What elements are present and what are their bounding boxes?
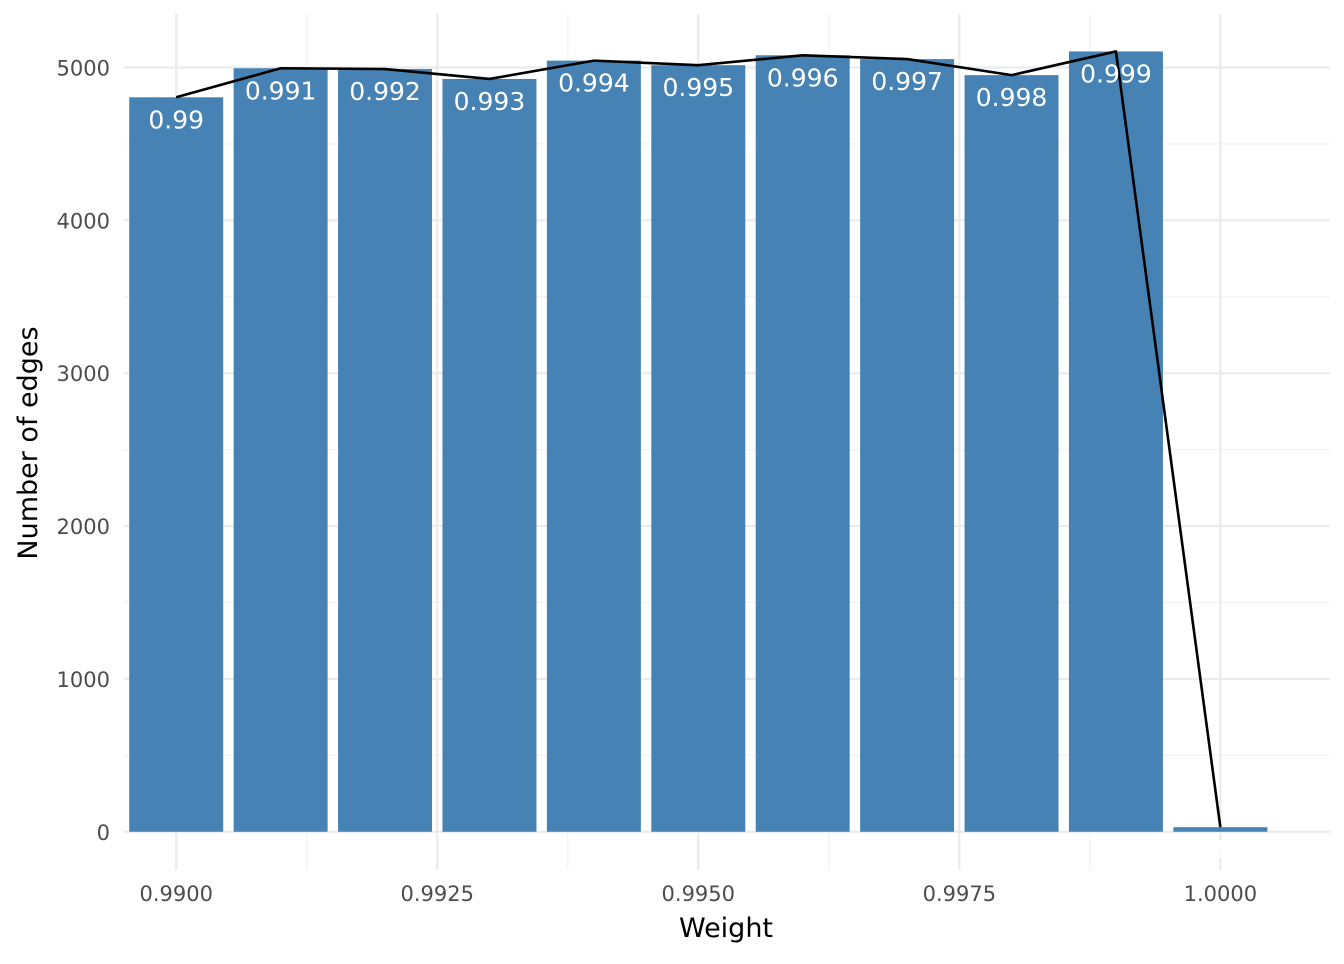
x-tick-label: 0.9975 xyxy=(923,882,996,906)
bar-label: 0.998 xyxy=(976,83,1048,112)
bar xyxy=(129,97,224,832)
bar xyxy=(755,55,850,832)
bar xyxy=(546,60,641,832)
tick-labels: 0.9900 0.9925 0.9950 0.9975 1.0000 0 1000 2000 3… xyxy=(57,57,1258,907)
x-axis-title: Weight xyxy=(679,913,773,944)
bar xyxy=(651,65,746,832)
bar xyxy=(1068,51,1163,832)
bar-label: 0.991 xyxy=(245,76,317,105)
y-tick-label: 0 xyxy=(97,821,110,845)
x-tick-label: 0.9900 xyxy=(139,882,212,906)
trend-line-group xyxy=(175,50,1222,828)
bar xyxy=(1173,827,1268,832)
bar xyxy=(964,75,1059,832)
x-tick-label: 0.9925 xyxy=(401,882,474,906)
y-tick-label: 1000 xyxy=(57,668,110,692)
bar-label: 0.993 xyxy=(454,87,526,116)
bar xyxy=(338,69,433,832)
bar-label: 0.999 xyxy=(1080,59,1152,88)
bar-label: 0.995 xyxy=(662,73,734,102)
x-tick-label: 0.9950 xyxy=(662,882,735,906)
bars xyxy=(129,51,1268,832)
bar-label: 0.997 xyxy=(871,67,943,96)
bar-labels: 0.99 0.991 0.992 0.993 0.994 0.995 0.996 0.997 0… xyxy=(148,59,1228,864)
bar xyxy=(442,78,537,832)
y-tick-label: 5000 xyxy=(57,57,110,81)
bar-label: 0.992 xyxy=(349,77,421,106)
bar-label: 0.996 xyxy=(767,63,839,92)
bar-label: 0.994 xyxy=(558,69,630,98)
x-tick-label: 1.0000 xyxy=(1184,882,1257,906)
y-tick-label: 2000 xyxy=(57,515,110,539)
bar xyxy=(860,59,955,832)
y-tick-label: 4000 xyxy=(57,209,110,233)
bar-label: 1 xyxy=(1212,835,1228,864)
bar xyxy=(233,68,328,832)
bar-label: 0.99 xyxy=(148,105,204,134)
trend-line xyxy=(175,50,1222,828)
y-axis-title: Number of edges xyxy=(13,326,44,559)
y-tick-label: 3000 xyxy=(57,362,110,386)
